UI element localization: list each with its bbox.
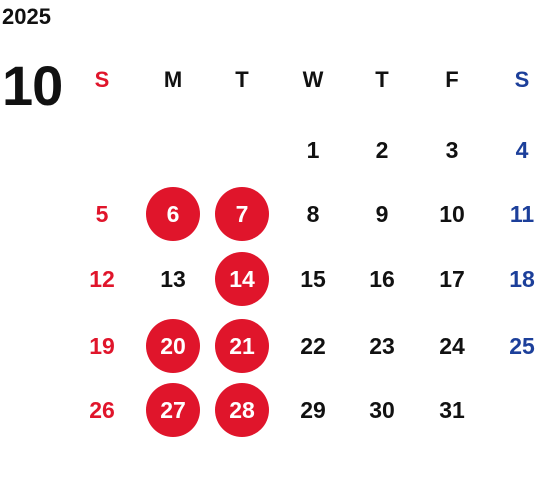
day-cell: 17: [439, 265, 465, 292]
weekday-header: T: [235, 67, 249, 92]
day-cell: 3: [445, 136, 459, 163]
day-cell: 11: [509, 200, 535, 227]
day-cell-highlighted: 20: [146, 319, 200, 373]
day-cell: 19: [89, 332, 115, 359]
day-cell: 1: [306, 136, 320, 163]
day-cell: 31: [439, 396, 465, 423]
weekday-header: S: [514, 67, 530, 92]
day-cell: 22: [300, 332, 326, 359]
day-cell: 23: [369, 332, 395, 359]
day-cell: 10: [439, 200, 465, 227]
weekday-header: W: [302, 67, 324, 92]
day-cell-highlighted: 21: [215, 319, 269, 373]
day-cell: 29: [300, 396, 326, 423]
day-cell: 26: [89, 396, 115, 423]
day-cell: 8: [306, 200, 320, 227]
month-number: 10: [2, 54, 63, 117]
day-cell-highlighted: 27: [146, 383, 200, 437]
day-cell-highlighted: 7: [215, 187, 269, 241]
weekday-header: S: [94, 67, 110, 92]
day-cell: 13: [160, 265, 186, 292]
day-cell: 4: [515, 136, 529, 163]
weekday-header: M: [163, 67, 183, 92]
day-cell-highlighted: 14: [215, 252, 269, 306]
day-cell: 15: [300, 265, 326, 292]
day-cell: 24: [439, 332, 465, 359]
day-cell: 2: [375, 136, 389, 163]
day-cell-highlighted: 28: [215, 383, 269, 437]
day-cell: 5: [95, 200, 109, 227]
day-cell: 25: [509, 332, 535, 359]
weekday-header: F: [445, 67, 459, 92]
day-cell: 30: [369, 396, 395, 423]
year-label: 2025: [2, 4, 51, 29]
day-cell-highlighted: 6: [146, 187, 200, 241]
day-cell: 12: [89, 265, 115, 292]
day-cell: 16: [369, 265, 395, 292]
day-cell: 18: [509, 265, 535, 292]
weekday-header: T: [375, 67, 389, 92]
day-cell: 9: [375, 200, 389, 227]
